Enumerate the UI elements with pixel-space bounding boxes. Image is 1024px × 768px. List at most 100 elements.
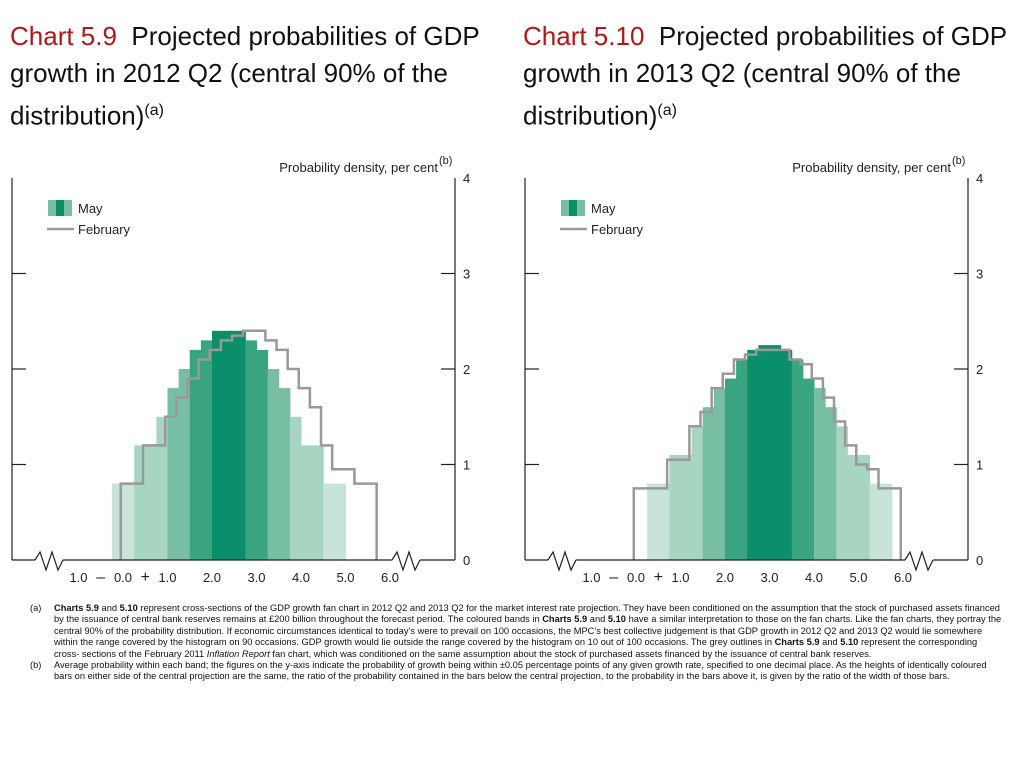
y-tick-label: 2	[976, 362, 983, 377]
footnote-a-and: and	[98, 603, 120, 613]
x-tick-label: 1.0	[69, 570, 87, 585]
histogram-chart-2013q2: Probability density, per cent (b) 0 1 2 3 4 1.0…	[524, 155, 983, 586]
bar-may	[836, 426, 848, 560]
footnote-a-bold: Charts 5.9	[54, 603, 99, 613]
bar-may	[858, 454, 871, 560]
x-tick-label: 4.0	[805, 570, 823, 585]
bar-may	[780, 349, 793, 560]
bar-may	[758, 345, 770, 560]
bar-may	[200, 340, 213, 560]
bar-may	[769, 345, 782, 560]
legend: May February	[47, 200, 131, 237]
bar-may	[212, 330, 224, 560]
legend-label-may: May	[78, 201, 103, 216]
footnote-b-text: Average probability within each band; th…	[54, 660, 987, 682]
legend-swatch-may	[577, 200, 585, 216]
chart-title-footnote-ref-left: (a)	[144, 102, 164, 119]
bar-may	[167, 388, 180, 560]
legend-swatch-may	[56, 200, 64, 216]
bar-may	[134, 445, 146, 560]
bar-may	[245, 340, 257, 560]
x-tick-label: 6.0	[381, 570, 399, 585]
x-axis-break-right	[391, 550, 421, 572]
x-tick-label: 4.0	[292, 570, 310, 585]
footnotes: (a) Charts 5.9 and 5.10 represent cross-s…	[30, 603, 1005, 683]
y-tick-label: 3	[976, 267, 983, 282]
legend-swatch-may	[48, 200, 56, 216]
footnote-a-tag: (a)	[30, 603, 42, 613]
bar-may	[869, 483, 882, 560]
bar-may	[680, 454, 693, 560]
bar-may	[223, 330, 235, 560]
x-axis-sign: +	[654, 569, 663, 586]
bar-may	[334, 483, 346, 560]
bar-may	[145, 445, 157, 560]
x-tick-label: 5.0	[336, 570, 354, 585]
bar-may	[847, 454, 859, 560]
bar-may	[669, 454, 681, 560]
x-tick-label: 0.0	[114, 570, 132, 585]
bar-may	[658, 483, 670, 560]
y-axis-label-sup: (b)	[439, 155, 452, 167]
bar-may	[802, 378, 815, 560]
chart-title-left: Chart 5.9 Projected probabilities of GDP…	[10, 18, 510, 135]
bar-may	[791, 359, 804, 560]
y-axis-label: Probability density, per cent	[279, 160, 438, 175]
bar-may	[278, 388, 291, 560]
footnote-a-text2: have a similar interpretation to those o…	[54, 614, 1002, 648]
bar-may	[814, 388, 826, 560]
bar-may	[725, 378, 737, 560]
footnote-a-bold3: Charts 5.9	[542, 614, 588, 625]
bar-may	[234, 330, 246, 560]
bar-may	[747, 349, 759, 560]
y-tick-label: 1	[463, 458, 470, 473]
x-axis-break-left	[34, 550, 64, 572]
bar-may	[111, 483, 124, 560]
footnote-a-bold2: 5.10	[119, 603, 138, 613]
footnote-a-bold4: 5.10	[607, 614, 626, 625]
histogram-chart-2012q2: Probability density, per cent (b) 0 1 2 3 4 1.0…	[11, 155, 470, 586]
chart-number-right: Chart 5.10	[523, 21, 645, 51]
footnote-a-text1: represent cross-sections of the GDP grow…	[54, 603, 1000, 625]
bar-may	[880, 483, 893, 560]
x-tick-label: 5.0	[849, 570, 867, 585]
bar-may	[825, 407, 837, 560]
bar-may	[123, 483, 135, 560]
bar-may	[312, 445, 324, 560]
legend-label-february: February	[591, 222, 644, 237]
x-tick-label: 3.0	[247, 570, 265, 585]
x-tick-label: 2.0	[716, 570, 734, 585]
x-axis-break-left	[547, 550, 577, 572]
x-axis-break-right	[904, 550, 934, 572]
legend-swatch-may	[561, 200, 569, 216]
bar-may	[713, 388, 726, 560]
y-axis-label: Probability density, per cent	[792, 160, 951, 175]
chart-title-right: Chart 5.10 Projected probabilities of GD…	[523, 18, 1023, 135]
x-axis-sign: –	[96, 569, 105, 586]
footnote-b-tag: (b)	[30, 660, 42, 671]
x-tick-label: 1.0	[158, 570, 176, 585]
chart-number-left: Chart 5.9	[10, 21, 117, 51]
x-tick-label: 3.0	[760, 570, 778, 585]
footnote-a-bold5: Charts 5.9	[774, 637, 820, 648]
footnote-a-and2: and	[587, 614, 608, 625]
bar-may	[289, 416, 302, 560]
legend-swatch-may	[569, 200, 577, 216]
y-axis-label-sup: (b)	[952, 155, 965, 167]
y-tick-label: 4	[976, 171, 983, 186]
bar-may	[256, 349, 269, 560]
y-tick-label: 1	[976, 458, 983, 473]
footnote-a-text3: represent the corresponding cross- secti…	[54, 637, 978, 659]
y-tick-label: 0	[463, 553, 470, 568]
chart-title-footnote-ref-right: (a)	[657, 102, 677, 119]
y-tick-label: 0	[976, 553, 983, 568]
footnote-a-and3: and	[819, 637, 841, 648]
chart-title-text-left: Projected probabilities of GDP growth in…	[10, 21, 480, 131]
footnote-a-bold6: 5.10	[840, 637, 859, 648]
x-tick-label: 6.0	[894, 570, 912, 585]
x-tick-label: 2.0	[203, 570, 221, 585]
bar-may	[189, 349, 202, 560]
bar-may	[301, 445, 313, 560]
legend: May February	[560, 200, 644, 237]
x-tick-label: 1.0	[582, 570, 600, 585]
